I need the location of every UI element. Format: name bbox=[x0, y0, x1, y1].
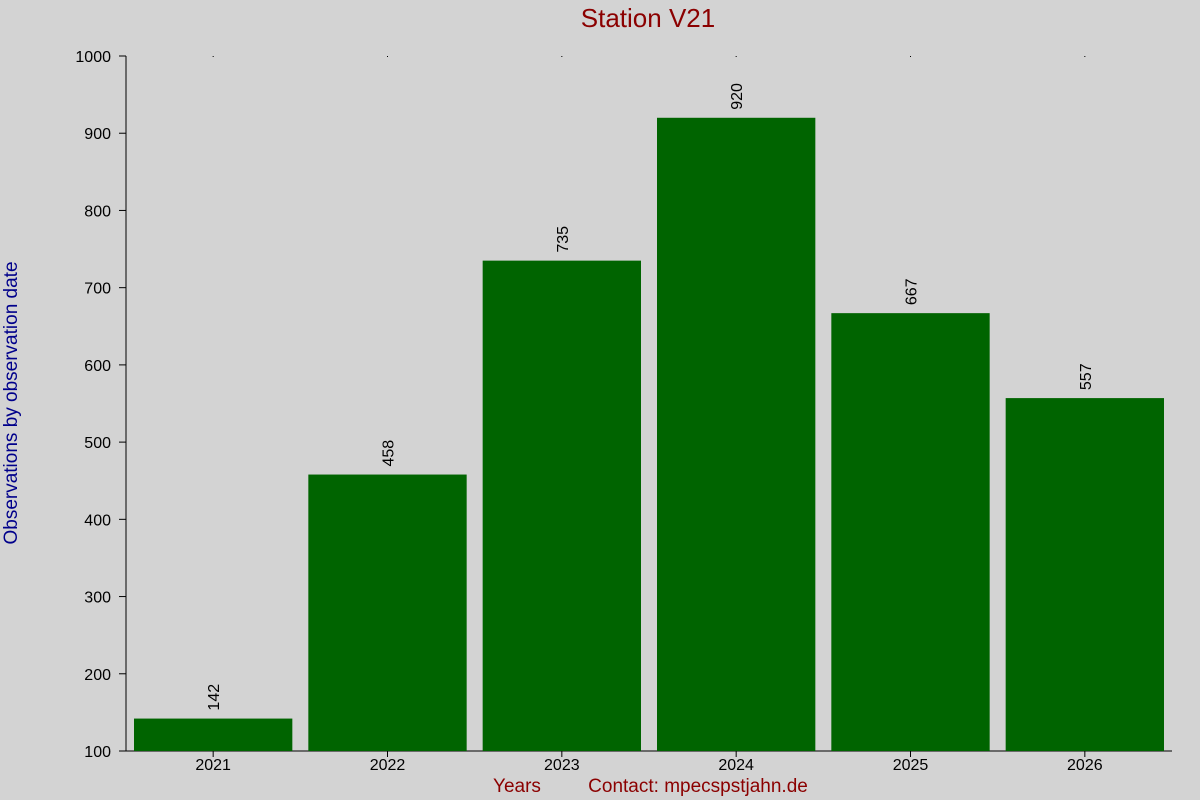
bar-2026 bbox=[1005, 398, 1164, 751]
y-tick-label: 600 bbox=[84, 358, 111, 375]
x-tick-label: 2023 bbox=[544, 757, 580, 774]
y-tick-label: 800 bbox=[84, 203, 111, 220]
x-tick-label: 2021 bbox=[195, 757, 231, 774]
data-label-2022: 458 bbox=[381, 440, 398, 467]
bar-2022 bbox=[308, 474, 467, 751]
footer-contact: Contact: mpecspstjahn.de bbox=[588, 776, 808, 797]
bar-2025 bbox=[831, 313, 990, 751]
y-tick-label: 700 bbox=[84, 281, 111, 298]
data-label-2025: 667 bbox=[904, 278, 921, 305]
x-axis-title: Years bbox=[493, 776, 541, 797]
y-tick-label: 500 bbox=[84, 435, 111, 452]
y-tick-label: 1000 bbox=[75, 49, 111, 66]
bar-2024 bbox=[657, 117, 816, 752]
y-tick-label: 100 bbox=[84, 744, 111, 761]
bar-2021 bbox=[134, 718, 293, 751]
x-tick-label: 2026 bbox=[1067, 757, 1103, 774]
data-label-2026: 557 bbox=[1078, 363, 1095, 390]
chart-title: Station V21 bbox=[581, 3, 715, 33]
bars bbox=[134, 117, 1164, 752]
x-tick-label: 2022 bbox=[370, 757, 406, 774]
y-tick-label: 300 bbox=[84, 590, 111, 607]
data-label-2023: 735 bbox=[555, 226, 572, 253]
bar-2023 bbox=[482, 260, 641, 751]
data-labels: 142 458 735 920 667 557 bbox=[206, 83, 1095, 711]
data-label-2021: 142 bbox=[206, 684, 223, 711]
data-label-2024: 920 bbox=[729, 83, 746, 110]
y-tick-label: 900 bbox=[84, 126, 111, 143]
x-tick-label: 2025 bbox=[893, 757, 929, 774]
y-axis-title: Observations by observation date bbox=[1, 261, 22, 544]
y-tick-label: 200 bbox=[84, 667, 111, 684]
x-tick-label: 2024 bbox=[718, 757, 754, 774]
axes: 100 200 300 400 500 600 700 800 900 1000 2021 2022 2… bbox=[75, 49, 1172, 774]
y-tick-label: 400 bbox=[84, 512, 111, 529]
